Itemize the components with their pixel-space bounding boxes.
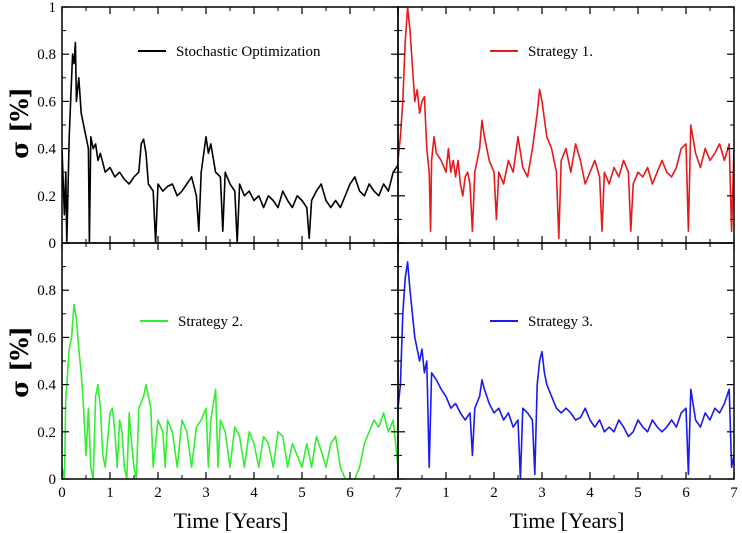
series-line-3	[62, 303, 398, 479]
y-tick-label-1-5: 1	[49, 0, 57, 16]
x-axis-title-left: Time [Years]	[174, 508, 289, 533]
legend-label-4: Strategy 3.	[528, 314, 593, 330]
panel-frame-4	[397, 242, 735, 480]
x-tick-label-4-4: 4	[586, 485, 594, 501]
x-tick-label-3-0: 0	[58, 485, 66, 501]
panel-3: 0 0.2 0.4 0.6 0.8 0 1 2 3 4 5 6 7 Strategy 2.	[37, 242, 402, 501]
x-tick-label-3-3: 3	[202, 485, 210, 501]
series-line-1	[62, 41, 398, 243]
panel-frame-3	[61, 242, 399, 480]
y-tick-label-1-2: 0.4	[37, 142, 56, 158]
x-tick-label-4-2: 2	[490, 485, 498, 501]
y-tick-label-1-4: 0.8	[37, 47, 56, 63]
y-tick-label-1-0: 0	[49, 236, 57, 252]
x-tick-label-3-4: 4	[250, 485, 258, 501]
panel-1: 0 0.2 0.4 0.6 0.8 1 Stochastic Optimization	[37, 0, 399, 252]
labels-layer: σ [%] σ [%] Time [Years] Time [Years]	[5, 87, 624, 533]
y-tick-label-3-3: 0.6	[37, 330, 56, 346]
x-tick-label-3-5: 5	[298, 485, 306, 501]
x-tick-label-3-1: 1	[106, 485, 114, 501]
x-tick-label-4-3: 3	[538, 485, 546, 501]
y-axis-title-bottom: σ [%]	[5, 326, 34, 398]
y-tick-label-1-1: 0.2	[37, 189, 56, 205]
x-axis-title-right: Time [Years]	[510, 508, 625, 533]
x-tick-label-4-5: 5	[634, 485, 642, 501]
y-tick-label-3-0: 0	[49, 472, 57, 488]
panel-frame-1	[61, 6, 399, 244]
panel-2: Strategy 1.	[397, 6, 735, 244]
legend-label-2: Strategy 1.	[528, 44, 593, 60]
y-tick-label-3-2: 0.4	[37, 378, 56, 394]
panel-frame-2	[397, 6, 735, 244]
x-tick-label-4-6: 6	[682, 485, 690, 501]
y-tick-label-3-1: 0.2	[37, 425, 56, 441]
panel-4: 1 2 3 4 5 6 7 Strategy 3.	[397, 242, 738, 501]
series-line-2	[398, 7, 734, 240]
panels-layer: 0 0.2 0.4 0.6 0.8 1 Stochastic Optimization Str…	[37, 0, 738, 501]
x-tick-label-4-1: 1	[442, 485, 450, 501]
y-tick-label-1-3: 0.6	[37, 94, 56, 110]
x-tick-label-3-6: 6	[346, 485, 354, 501]
x-tick-label-3-7: 7	[394, 485, 402, 501]
legend-label-3: Strategy 2.	[178, 314, 243, 330]
x-tick-label-4-7: 7	[730, 485, 738, 501]
y-axis-title-top: σ [%]	[5, 87, 34, 159]
series-line-4	[398, 261, 734, 479]
legend-label-1: Stochastic Optimization	[176, 44, 321, 60]
y-tick-label-3-4: 0.8	[37, 283, 56, 299]
x-tick-label-3-2: 2	[154, 485, 162, 501]
